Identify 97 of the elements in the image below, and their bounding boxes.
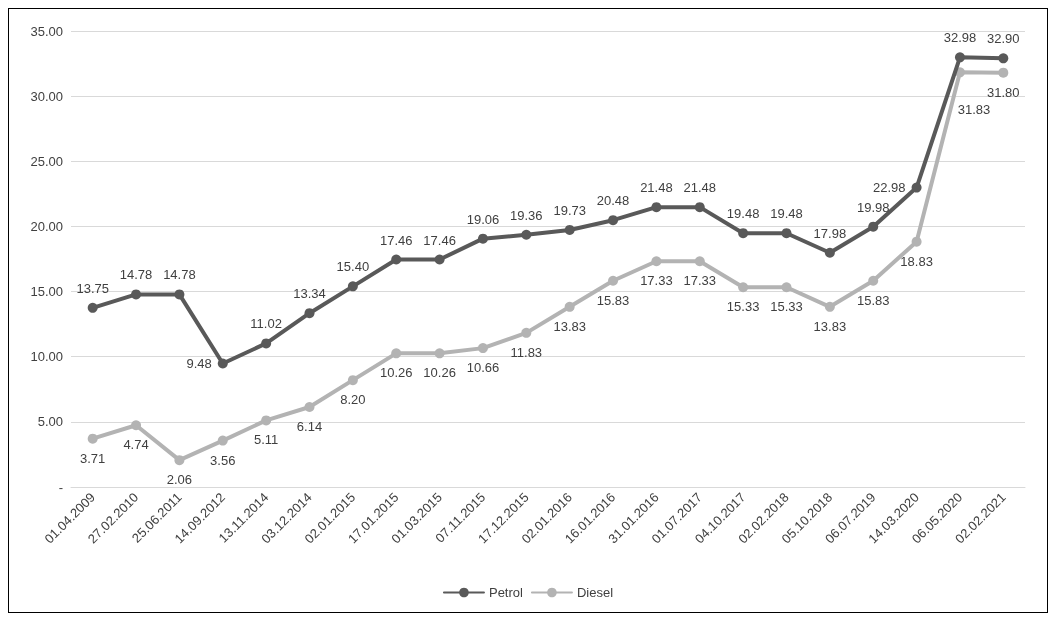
point <box>131 289 142 300</box>
point <box>217 358 228 369</box>
y-tick-label: 10.00 <box>30 349 63 365</box>
point <box>738 282 749 293</box>
data-label: 17.33 <box>683 273 717 289</box>
data-label: 19.48 <box>770 206 803 222</box>
point <box>998 67 1009 78</box>
point <box>434 254 445 265</box>
point <box>564 301 575 312</box>
point <box>911 182 922 193</box>
point <box>87 433 98 444</box>
data-label: 13.83 <box>813 318 847 334</box>
data-label: 31.80 <box>987 84 1020 100</box>
y-tick-label: - <box>58 479 63 495</box>
point <box>174 289 185 300</box>
point <box>651 256 662 267</box>
point <box>477 233 488 244</box>
data-label: 32.90 <box>987 31 1020 47</box>
data-label: 19.06 <box>466 211 500 227</box>
data-label: 3.56 <box>210 452 236 468</box>
point <box>434 348 445 359</box>
data-label: 14.78 <box>119 267 153 283</box>
data-label: 11.02 <box>250 316 282 332</box>
point <box>781 282 792 293</box>
point <box>911 236 922 247</box>
data-label: 19.73 <box>553 202 586 218</box>
data-label: 19.98 <box>856 199 890 215</box>
point <box>824 247 835 258</box>
point <box>651 202 662 213</box>
data-label: 18.83 <box>900 253 933 269</box>
legend-label: Diesel <box>576 585 614 600</box>
legend-label: Petrol <box>488 585 524 600</box>
point <box>304 402 315 412</box>
point <box>521 327 532 338</box>
data-label: 13.83 <box>553 318 586 334</box>
data-label: 10.26 <box>423 365 456 381</box>
point <box>738 228 749 239</box>
data-label: 4.74 <box>123 437 149 453</box>
y-tick-label: 15.00 <box>30 284 63 300</box>
data-label: 19.48 <box>726 206 760 222</box>
data-label: 17.46 <box>379 232 413 248</box>
point <box>694 202 705 213</box>
y-tick-label: 25.00 <box>30 153 63 169</box>
y-tick-label: 5.00 <box>37 414 63 430</box>
point <box>347 281 358 292</box>
data-label: 2.06 <box>166 472 193 488</box>
point <box>824 301 835 312</box>
point <box>347 375 358 386</box>
data-label: 21.48 <box>640 180 673 196</box>
point <box>304 308 315 319</box>
point <box>477 343 488 354</box>
data-label: 15.83 <box>596 292 630 308</box>
point <box>391 348 402 359</box>
data-label: 8.20 <box>340 392 366 408</box>
data-label: 17.98 <box>813 225 847 241</box>
point <box>694 256 705 267</box>
data-label: 32.98 <box>943 30 977 46</box>
data-label: 31.83 <box>957 102 991 118</box>
data-label: 10.66 <box>466 360 500 376</box>
data-label: 11.83 <box>510 344 543 360</box>
data-label: 15.33 <box>726 299 760 315</box>
data-label: 10.26 <box>379 365 413 381</box>
data-label: 3.71 <box>80 450 106 466</box>
data-label: 6.14 <box>296 419 323 434</box>
point <box>261 338 272 349</box>
point <box>521 229 532 240</box>
point <box>998 53 1009 64</box>
y-tick-label: 35.00 <box>30 23 63 39</box>
data-label: 9.48 <box>186 355 212 371</box>
point <box>954 52 965 63</box>
point <box>131 420 142 431</box>
data-label: 19.36 <box>510 207 543 223</box>
data-label: 14.78 <box>163 267 196 283</box>
y-tick-label: 20.00 <box>30 218 63 234</box>
data-label: 13.34 <box>293 286 326 302</box>
point <box>868 275 879 286</box>
data-label: 15.40 <box>336 259 370 275</box>
data-label: 5.11 <box>253 432 279 448</box>
point <box>781 228 792 239</box>
point <box>87 302 98 313</box>
y-tick-label: 30.00 <box>30 88 63 104</box>
point <box>608 275 619 286</box>
data-label: 20.48 <box>596 193 630 209</box>
data-label: 15.33 <box>770 299 803 315</box>
point <box>608 215 619 226</box>
data-label: 13.75 <box>76 280 109 296</box>
data-label: 21.48 <box>683 180 717 196</box>
point <box>261 415 272 426</box>
data-label: 15.83 <box>856 292 890 308</box>
data-label: 17.46 <box>423 232 456 248</box>
point <box>564 224 575 235</box>
data-label: 17.33 <box>640 273 673 289</box>
data-label: 22.98 <box>873 180 906 196</box>
point <box>868 221 879 232</box>
point <box>391 254 402 265</box>
point <box>217 435 228 446</box>
point <box>174 455 185 466</box>
